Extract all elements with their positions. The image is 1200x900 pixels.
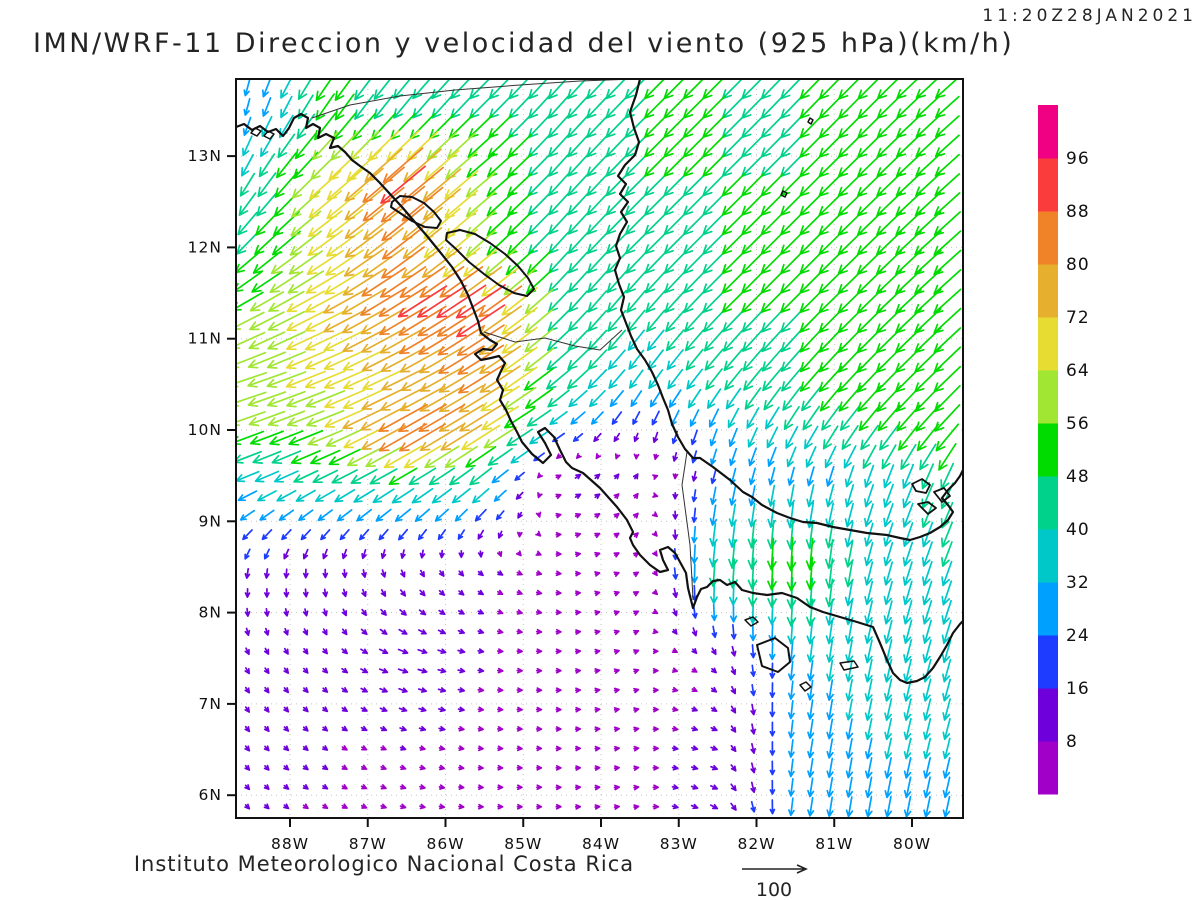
coastline — [390, 195, 442, 229]
colorbar-segment — [1038, 370, 1058, 424]
coastline — [807, 117, 814, 125]
colorbar-segment — [1038, 635, 1058, 689]
x-axis-tick-label: 88W — [271, 835, 309, 853]
country-border — [311, 79, 636, 119]
plot-frame — [235, 78, 964, 819]
colorbar-tick-label: 48 — [1066, 467, 1090, 487]
x-axis-tick-label: 80W — [893, 835, 931, 853]
coastline — [839, 660, 859, 671]
wind-arrows — [236, 79, 962, 592]
wind-arrows — [236, 79, 953, 760]
colorbar-segment — [1038, 741, 1058, 795]
colorbar-segment — [1038, 317, 1058, 371]
colorbar-segment — [1038, 582, 1058, 636]
valid-time-label: 11:20Z28JAN2021 — [982, 6, 1197, 26]
coastline — [445, 229, 535, 297]
x-axis-tick-label: 83W — [660, 835, 698, 853]
x-axis-tick-label: 82W — [737, 835, 775, 853]
coastline — [756, 637, 791, 673]
coastline — [780, 190, 788, 198]
x-axis-tick-label: 85W — [504, 835, 542, 853]
y-axis-tick-label: 10N — [188, 421, 222, 439]
wind-arrows — [236, 79, 955, 627]
colorbar-segment — [1038, 105, 1058, 159]
colorbar-tick-label: 88 — [1066, 202, 1090, 222]
institution-caption-text: Instituto Meteorologico Nacional Costa R… — [133, 852, 635, 876]
x-axis-tick-label: 84W — [582, 835, 620, 853]
colorbar-tick-label: 40 — [1066, 520, 1090, 540]
chart-title: IMN/WRF-11 Direccion y velocidad del vie… — [33, 28, 1015, 59]
colorbar-segment — [1038, 688, 1058, 742]
colorbar-tick-label: 96 — [1066, 149, 1090, 169]
colorbar-tick-label: 24 — [1066, 626, 1090, 646]
wind-arrows — [242, 410, 776, 815]
wind-arrows — [237, 79, 951, 818]
colorbar-segment — [1038, 264, 1058, 318]
country-border — [681, 451, 694, 601]
coastline — [250, 127, 262, 137]
colorbar-tick-label: 80 — [1066, 255, 1090, 275]
colorbar-segment — [1038, 423, 1058, 477]
colorbar-tick-label: 56 — [1066, 414, 1090, 434]
colorbar-segment — [1038, 476, 1058, 530]
reference-vector-label: 100 — [755, 879, 793, 900]
country-border — [483, 329, 623, 351]
wind-arrows — [360, 147, 523, 452]
colorbar-tick-label: 32 — [1066, 573, 1090, 593]
y-axis-tick-label: 11N — [188, 330, 222, 348]
colorbar-tick-label: 64 — [1066, 361, 1090, 381]
colorbar-segment — [1038, 529, 1058, 583]
coastline — [744, 616, 759, 627]
wind-arrows — [323, 148, 522, 452]
wind-arrows — [302, 452, 698, 810]
wind-arrows — [285, 130, 538, 469]
colorbar-tick-label: 16 — [1066, 679, 1090, 699]
y-axis-tick-label: 6N — [199, 786, 222, 804]
coastline — [236, 112, 963, 685]
y-axis-tick-label: 9N — [199, 512, 222, 530]
x-axis-tick-label: 81W — [815, 835, 853, 853]
colorbar-tick-label: 8 — [1066, 732, 1078, 752]
coastline — [911, 478, 931, 494]
y-axis-tick-label: 12N — [188, 238, 222, 256]
x-axis-tick-label: 86W — [426, 835, 464, 853]
y-axis-tick-label: 8N — [199, 604, 222, 622]
colorbar-tick-label: 72 — [1066, 308, 1090, 328]
colorbar-segment — [1038, 211, 1058, 265]
coastline — [917, 501, 937, 515]
y-axis-tick-label: 13N — [188, 147, 222, 165]
wind-arrows — [380, 165, 506, 338]
y-axis-tick-label: 7N — [199, 695, 222, 713]
institution-caption: Instituto Meteorologico Nacional Costa R… — [0, 852, 1200, 876]
coastline — [799, 681, 812, 692]
coastline — [263, 130, 275, 140]
colorbar-segment — [1038, 158, 1058, 212]
coastline — [933, 487, 951, 503]
coastline — [613, 79, 963, 542]
wind-arrows — [244, 431, 756, 811]
wind-arrows — [236, 130, 555, 469]
x-axis-tick-label: 87W — [349, 835, 387, 853]
